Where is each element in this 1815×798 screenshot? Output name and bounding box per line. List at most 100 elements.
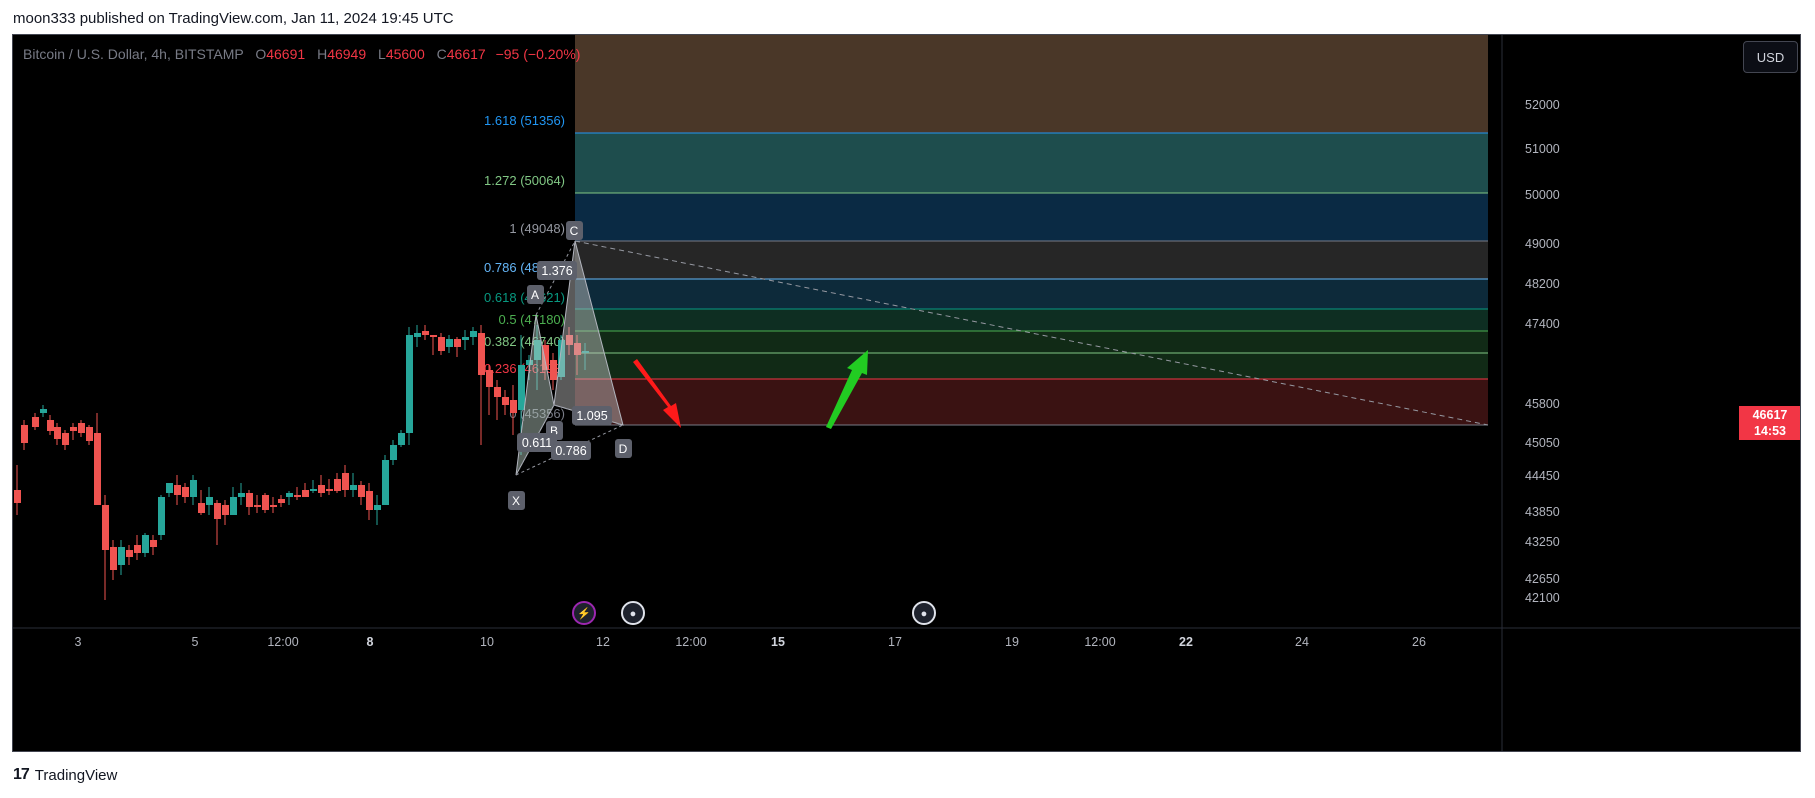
us-flag-event-icon: ● bbox=[921, 608, 928, 620]
candle-body bbox=[550, 360, 557, 380]
candle-body bbox=[366, 491, 373, 510]
pattern-point-label: X bbox=[512, 494, 520, 508]
candle-body bbox=[78, 423, 85, 433]
fib-level-label: 0.5 (47180) bbox=[499, 312, 566, 327]
time-tick-label: 12:00 bbox=[1084, 635, 1115, 649]
candle-body bbox=[40, 409, 47, 413]
pattern-point-badge bbox=[508, 491, 525, 510]
flash-event-icon: ⚡ bbox=[577, 607, 591, 620]
candle-body bbox=[582, 351, 589, 353]
pattern-ratio-badge bbox=[572, 406, 612, 425]
fib-zone bbox=[575, 379, 1488, 425]
candle-body bbox=[47, 420, 54, 431]
candle-body bbox=[454, 339, 461, 347]
candle-body bbox=[502, 397, 509, 405]
currency-button[interactable]: USD bbox=[1743, 41, 1798, 73]
candle-body bbox=[310, 489, 317, 491]
change-value: −95 (−0.20%) bbox=[495, 46, 581, 62]
candle-body bbox=[238, 493, 245, 497]
low-value: 45600 bbox=[385, 46, 425, 62]
symbol-legend: Bitcoin / U.S. Dollar, 4h, BITSTAMP O466… bbox=[23, 46, 580, 62]
candle-body bbox=[134, 545, 141, 553]
candle-body bbox=[326, 489, 333, 491]
price-tick-label: 42650 bbox=[1525, 572, 1560, 586]
fib-level-label: 1.272 (50064) bbox=[484, 173, 565, 188]
pattern-ratio-badge bbox=[517, 433, 557, 452]
pattern-point-label: D bbox=[619, 442, 628, 456]
price-tick-label: 43250 bbox=[1525, 535, 1560, 549]
candle-body bbox=[182, 487, 189, 497]
pattern-point-badge bbox=[615, 439, 632, 458]
candle-body bbox=[214, 503, 221, 519]
candle-body bbox=[262, 495, 269, 510]
candle-body bbox=[486, 370, 493, 387]
candle-body bbox=[334, 479, 341, 491]
candle-body bbox=[174, 485, 181, 495]
symbol-title: Bitcoin / U.S. Dollar, 4h, BITSTAMP bbox=[23, 46, 244, 62]
candle-body bbox=[302, 490, 309, 497]
pattern-ratio-label: 1.376 bbox=[541, 264, 572, 278]
candle-body bbox=[526, 360, 533, 365]
harmonic-leg bbox=[515, 404, 555, 476]
fib-zone bbox=[575, 241, 1488, 279]
candle-body bbox=[286, 493, 293, 497]
price-tick-label: 47400 bbox=[1525, 317, 1560, 331]
candle-body bbox=[470, 331, 477, 337]
chart-frame[interactable]: 1.618 (51356) 1.272 (50064) 1 (49048) 0.786… bbox=[12, 34, 1801, 752]
candle-body bbox=[414, 333, 421, 337]
candle-body bbox=[70, 427, 77, 431]
us-flag-event-icon bbox=[621, 601, 645, 625]
fib-level-label: 1.618 (51356) bbox=[484, 113, 565, 128]
time-tick-label: 3 bbox=[75, 635, 82, 649]
last-price-tag: 46617 14:53 bbox=[1739, 406, 1800, 440]
price-tick-label: 43850 bbox=[1525, 505, 1560, 519]
candle-body bbox=[430, 335, 437, 337]
fib-level-label: 1 (49048) bbox=[509, 221, 565, 236]
price-chart[interactable]: 1.618 (51356) 1.272 (50064) 1 (49048) 0.786… bbox=[13, 35, 1801, 752]
fib-zone bbox=[575, 35, 1488, 133]
price-tick-label: 51000 bbox=[1525, 142, 1560, 156]
high-value: 46949 bbox=[327, 46, 367, 62]
price-tick-label: 50000 bbox=[1525, 188, 1560, 202]
candle-body bbox=[142, 535, 149, 553]
price-tick-label: 45050 bbox=[1525, 436, 1560, 450]
fib-zone bbox=[575, 309, 1488, 331]
tradingview-logo-icon: 17 bbox=[13, 766, 30, 783]
time-tick-label: 24 bbox=[1295, 635, 1309, 649]
us-flag-event-icon: ● bbox=[630, 608, 637, 620]
candle-body bbox=[478, 333, 485, 375]
candle-body bbox=[494, 387, 501, 397]
footer-brand[interactable]: 17 TradingView bbox=[13, 766, 117, 784]
candle-body bbox=[534, 340, 541, 360]
candle-body bbox=[230, 497, 237, 515]
publication-info: moon333 published on TradingView.com, Ja… bbox=[13, 10, 454, 27]
pattern-point-label: B bbox=[550, 424, 558, 438]
candle-body bbox=[198, 503, 205, 513]
time-tick-label: 19 bbox=[1005, 635, 1019, 649]
price-tick-label: 52000 bbox=[1525, 98, 1560, 112]
close-value: 46617 bbox=[446, 46, 486, 62]
candle-body bbox=[110, 547, 117, 570]
time-tick-label: 12:00 bbox=[675, 635, 706, 649]
time-tick-label: 17 bbox=[888, 635, 902, 649]
candle-body bbox=[86, 427, 93, 441]
candle-body bbox=[438, 337, 445, 351]
harmonic-leg bbox=[515, 424, 624, 476]
time-tick-label: 22 bbox=[1179, 635, 1193, 649]
trend-line bbox=[574, 240, 1489, 426]
candle-body bbox=[318, 485, 325, 493]
candle-body bbox=[542, 345, 549, 370]
candle-body bbox=[382, 460, 389, 505]
time-tick-label: 15 bbox=[771, 635, 785, 649]
pattern-ratio-label: 0.611 bbox=[522, 436, 552, 450]
fib-zone bbox=[575, 279, 1488, 309]
time-tick-label: 26 bbox=[1412, 635, 1426, 649]
price-tick-label: 48200 bbox=[1525, 277, 1560, 291]
fib-level-label: 0.618 (47621) bbox=[484, 290, 565, 305]
price-tick-label: 45800 bbox=[1525, 397, 1560, 411]
pattern-point-label: C bbox=[570, 224, 579, 238]
close-label: C bbox=[436, 46, 447, 62]
candle-body bbox=[94, 433, 101, 505]
candle-body bbox=[14, 490, 21, 503]
price-tick-label: 49000 bbox=[1525, 237, 1560, 251]
